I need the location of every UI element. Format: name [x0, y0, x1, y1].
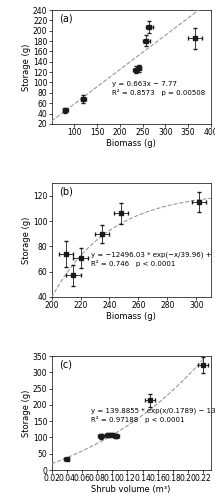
X-axis label: Shrub volume (m³): Shrub volume (m³) — [91, 485, 171, 494]
Text: (b): (b) — [60, 186, 74, 196]
Text: y = −12496.03 * exp(−x/39.96) + 123.31
R² = 0.746   p < 0.0001: y = −12496.03 * exp(−x/39.96) + 123.31 R… — [91, 252, 215, 268]
Text: y = 0.663x − 7.77
R² = 0.8573   p = 0.00508: y = 0.663x − 7.77 R² = 0.8573 p = 0.0050… — [112, 80, 205, 96]
X-axis label: Biomass (g): Biomass (g) — [106, 139, 156, 148]
Text: (a): (a) — [60, 14, 73, 24]
Y-axis label: Storage (g): Storage (g) — [22, 216, 31, 264]
Y-axis label: Storage (g): Storage (g) — [22, 390, 31, 437]
Text: (c): (c) — [60, 360, 72, 370]
Y-axis label: Storage (g): Storage (g) — [22, 43, 31, 90]
Text: y = 139.8855 * exp(x/0.1789) − 137.579
R² = 0.97188   p < 0.0001: y = 139.8855 * exp(x/0.1789) − 137.579 R… — [91, 408, 215, 424]
X-axis label: Biomass (g): Biomass (g) — [106, 312, 156, 321]
